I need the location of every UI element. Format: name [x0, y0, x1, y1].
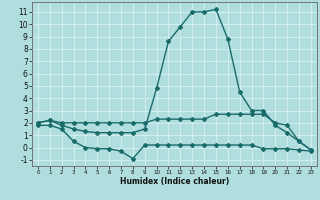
X-axis label: Humidex (Indice chaleur): Humidex (Indice chaleur): [120, 177, 229, 186]
